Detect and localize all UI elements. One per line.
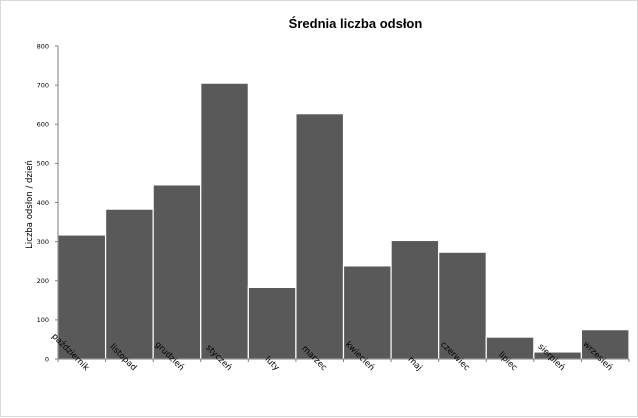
y-ticks-layer: 0 100 200 300 400 500 600 700 800 xyxy=(37,42,58,363)
bars-layer xyxy=(57,82,630,360)
y-tick-label: 600 xyxy=(37,121,49,129)
y-tick-label: 700 xyxy=(37,81,49,89)
bar-marzec xyxy=(295,113,345,360)
bar-grudzień xyxy=(152,184,202,360)
bar-październik xyxy=(57,234,107,360)
y-axis-title: Liczba odsłon / dzień xyxy=(25,160,35,249)
y-tick-label: 300 xyxy=(37,238,49,246)
bar-luty xyxy=(247,286,297,360)
y-tick-label: 100 xyxy=(37,316,49,324)
y-tick-label: 500 xyxy=(37,160,49,168)
bar-styczeń xyxy=(200,82,249,360)
bar-kwiecień xyxy=(342,265,392,360)
chart-title: Średnia liczba odsłon xyxy=(289,16,423,31)
y-tick-label: 800 xyxy=(37,42,49,50)
y-tick-label: 0 xyxy=(45,355,49,363)
y-tick-label: 200 xyxy=(37,277,49,285)
bar-czerwiec xyxy=(438,251,487,360)
y-tick-label: 400 xyxy=(37,199,49,207)
bar-listopad xyxy=(104,208,154,360)
bar-maj xyxy=(390,239,440,360)
